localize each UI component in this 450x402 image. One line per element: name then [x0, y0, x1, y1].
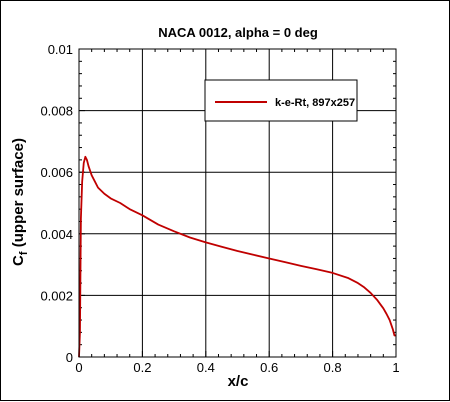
x-tick-label: 0.6 — [260, 360, 278, 375]
x-tick-label: 1 — [392, 360, 399, 375]
y-tick-label: 0.004 — [40, 227, 73, 242]
legend: k-e-Rt, 897x257 — [204, 79, 358, 122]
series-layer — [78, 155, 396, 358]
y-tick-labels: 0 0.002 0.004 0.006 0.008 0.01 — [40, 42, 73, 365]
y-tick-label: 0.01 — [48, 42, 73, 57]
legend-box — [204, 79, 358, 122]
chart-title: NACA 0012, alpha = 0 deg — [158, 25, 318, 40]
y-tick-label: 0.002 — [40, 288, 73, 303]
x-axis-label: x/c — [228, 373, 249, 390]
y-tick-label: 0 — [66, 350, 73, 365]
x-tick-label: 0.4 — [197, 360, 215, 375]
x-tick-label: 0 — [75, 360, 82, 375]
y-axis-label: Cf (upper surface) — [10, 138, 30, 266]
y-axis-label-subscript: f — [18, 251, 30, 255]
y-tick-label: 0.006 — [40, 165, 73, 180]
y-tick-label: 0.008 — [40, 104, 73, 119]
y-axis-label-main: C — [10, 255, 27, 266]
x-tick-label: 0.2 — [133, 360, 151, 375]
series-line — [78, 155, 396, 358]
x-tick-labels: 0 0.2 0.4 0.6 0.8 1 — [75, 360, 399, 375]
plot-border — [78, 48, 397, 358]
legend-label: k-e-Rt, 897x257 — [275, 97, 355, 109]
y-axis-label-rest: (upper surface) — [10, 138, 27, 251]
x-tick-label: 0.8 — [324, 360, 342, 375]
